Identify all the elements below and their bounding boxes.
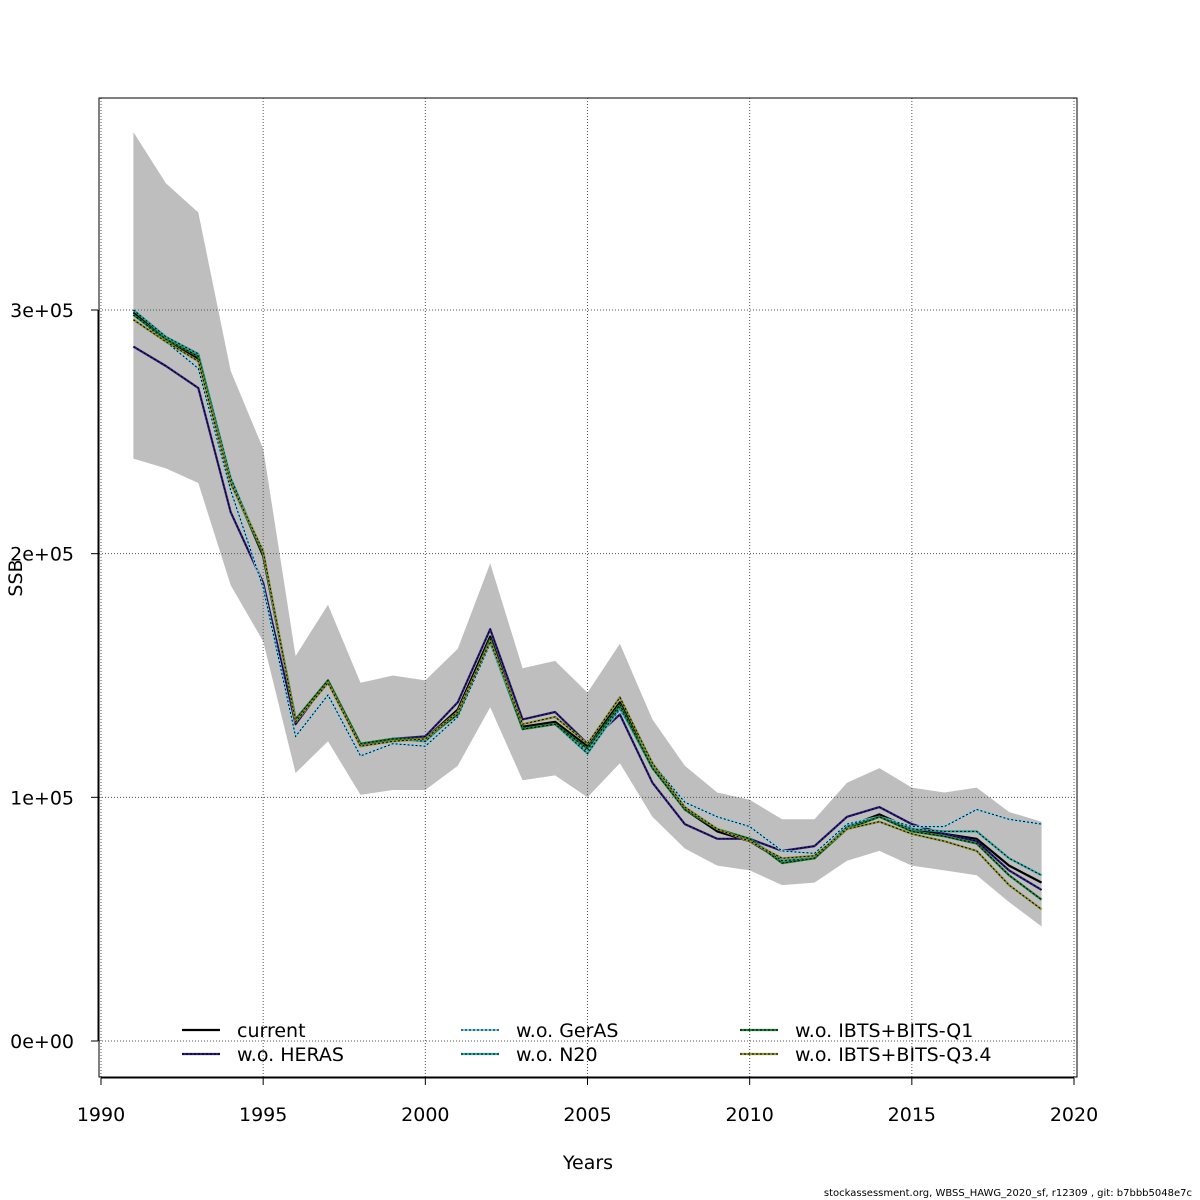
legend-label: w.o. IBTS+BITS-Q1 <box>795 1020 973 1042</box>
y-axis-title: SSB <box>5 559 27 596</box>
legend-label: w.o. N20 <box>516 1044 598 1066</box>
footer-credit: stockassessment.org, WBSS_HAWG_2020_sf, … <box>824 1188 1192 1199</box>
x-axis-title: Years <box>562 1152 613 1174</box>
x-tick-label: 2000 <box>401 1104 449 1126</box>
x-tick-label: 1995 <box>239 1104 287 1126</box>
legend-label: current <box>237 1020 306 1042</box>
series-dash-w-o-ibts-bits-q1 <box>133 314 1042 901</box>
legend-label: w.o. IBTS+BITS-Q3.4 <box>795 1044 991 1066</box>
series-dash-w-o-ibts-bits-q3-4 <box>133 319 1042 910</box>
confidence-band-layer <box>133 132 1042 927</box>
series-layer <box>132 309 1043 911</box>
y-tick-label: 1e+05 <box>10 787 74 809</box>
legend-label: w.o. GerAS <box>516 1020 619 1042</box>
y-tick-label: 3e+05 <box>10 300 74 322</box>
legend-label: w.o. HERAS <box>237 1044 344 1066</box>
x-tick-label: 2005 <box>563 1104 611 1126</box>
y-tick-label: 0e+00 <box>10 1031 74 1053</box>
x-tick-label: 2010 <box>725 1104 773 1126</box>
plot-frame <box>98 97 1078 1078</box>
x-tick-label: 2015 <box>888 1104 936 1126</box>
y-tick-label: 2e+05 <box>10 544 74 566</box>
axis-layer: 1990 1995 2000 2005 2010 2015 2020 0e+00 1e+05 2e… <box>10 300 1098 1126</box>
x-tick-label: 2020 <box>1050 1104 1098 1126</box>
x-tick-label: 1990 <box>77 1104 125 1126</box>
series-dash-w-o-heras <box>133 346 1042 891</box>
confidence-band <box>133 132 1042 927</box>
